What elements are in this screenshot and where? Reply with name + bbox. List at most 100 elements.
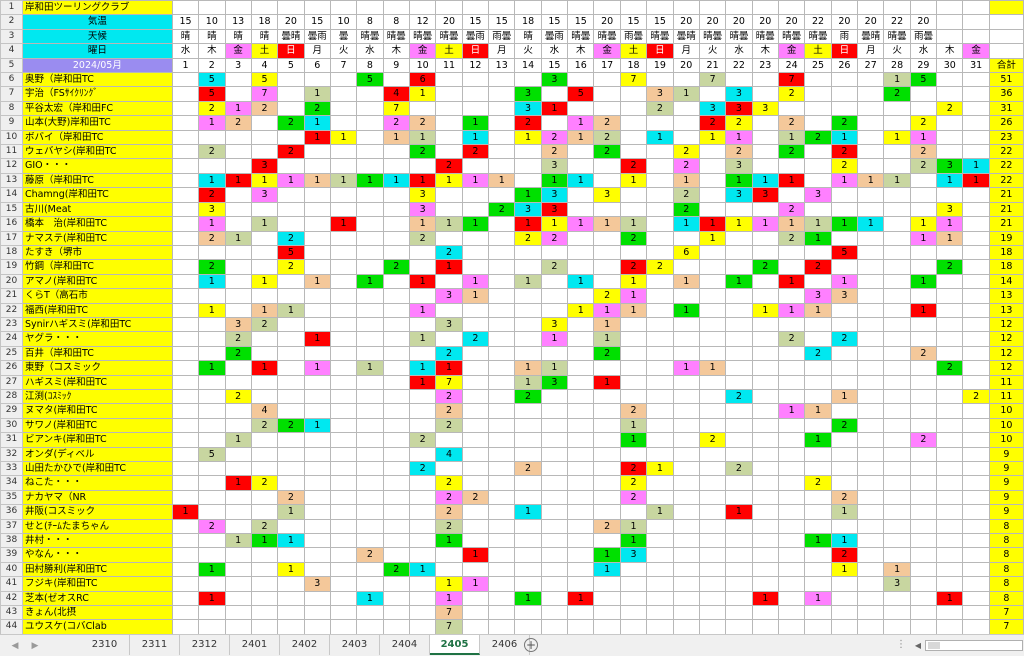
attendance-cell[interactable]: 1 (751, 172, 779, 189)
attendance-cell[interactable]: 2 (725, 115, 753, 131)
attendance-cell[interactable] (488, 446, 516, 463)
attendance-cell[interactable] (804, 100, 832, 117)
attendance-cell[interactable] (830, 230, 859, 246)
attendance-cell[interactable] (277, 288, 305, 304)
attendance-cell[interactable] (356, 374, 384, 390)
attendance-cell[interactable] (567, 244, 595, 261)
attendance-cell[interactable] (540, 475, 569, 491)
member-name[interactable]: GIO・・・ (21, 158, 173, 174)
sheet-row[interactable]: 37 せと(ﾁｰﾑたまちゃん 2 2 2 2 1 8 (0, 518, 1024, 535)
attendance-cell[interactable] (646, 115, 674, 131)
attendance-cell[interactable] (909, 331, 938, 347)
attendance-cell[interactable] (250, 230, 279, 246)
member-name[interactable]: ユウスケ(コバClab (21, 619, 173, 634)
attendance-cell[interactable] (883, 619, 911, 634)
attendance-cell[interactable] (857, 475, 885, 491)
attendance-cell[interactable]: 5 (198, 86, 226, 102)
attendance-cell[interactable] (488, 288, 516, 304)
attendance-cell[interactable] (962, 504, 990, 520)
sheet-row[interactable]: 13 藤原（岸和田TC 1 1 1 1 1 1 1 1 1 1 1 1 1 1 1 1 1 1 1 1 1 1 1 1 22 (0, 172, 1024, 189)
attendance-cell[interactable]: 2 (777, 144, 806, 160)
attendance-cell[interactable]: 1 (435, 259, 463, 275)
attendance-cell[interactable] (382, 316, 410, 333)
temp-cell[interactable]: 10 (329, 14, 358, 30)
attendance-cell[interactable] (672, 446, 700, 463)
sheet-tab-2406[interactable]: 2406 (480, 635, 530, 655)
attendance-cell[interactable] (619, 86, 648, 102)
attendance-cell[interactable]: 1 (540, 360, 569, 376)
attendance-cell[interactable] (514, 533, 542, 549)
attendance-cell[interactable] (777, 561, 806, 578)
attendance-cell[interactable] (857, 115, 885, 131)
attendance-cell[interactable] (593, 244, 621, 261)
temp-cell[interactable]: 22 (883, 14, 911, 30)
temp-cell[interactable]: 12 (408, 14, 437, 30)
attendance-cell[interactable] (936, 244, 964, 261)
cell[interactable] (435, 0, 463, 16)
attendance-cell[interactable] (646, 331, 674, 347)
sheet-row[interactable]: 32 オンダ(ディベル 5 4 9 (0, 446, 1024, 463)
attendance-cell[interactable]: 1 (224, 230, 252, 246)
row-header[interactable]: 6 (0, 72, 23, 88)
attendance-cell[interactable]: 1 (198, 115, 226, 131)
total-header[interactable]: 合計 (988, 57, 1024, 74)
attendance-cell[interactable] (408, 533, 437, 549)
attendance-cell[interactable]: 2 (909, 345, 938, 362)
attendance-cell[interactable] (461, 475, 490, 491)
attendance-cell[interactable]: 3 (514, 100, 542, 117)
attendance-cell[interactable] (303, 244, 331, 261)
attendance-cell[interactable] (751, 129, 779, 146)
attendance-cell[interactable] (567, 158, 595, 174)
attendance-cell[interactable] (672, 489, 700, 506)
attendance-cell[interactable]: 1 (408, 273, 437, 290)
attendance-cell[interactable] (514, 316, 542, 333)
sheet-row[interactable]: 27 ハギスミ(岸和田TC 1 7 1 3 1 11 (0, 374, 1024, 390)
weekday-cell[interactable]: 金 (962, 43, 990, 59)
weather-cell[interactable]: 雨 (830, 28, 859, 45)
member-name[interactable]: ハギスミ(岸和田TC (21, 374, 173, 390)
member-total[interactable]: 10 (988, 432, 1024, 448)
attendance-cell[interactable] (514, 576, 542, 592)
attendance-cell[interactable] (909, 619, 938, 634)
attendance-cell[interactable]: 1 (250, 302, 279, 318)
attendance-cell[interactable] (883, 605, 911, 621)
attendance-cell[interactable] (962, 446, 990, 463)
attendance-cell[interactable]: 5 (567, 86, 595, 102)
attendance-cell[interactable]: 1 (277, 533, 305, 549)
attendance-cell[interactable] (198, 331, 226, 347)
attendance-cell[interactable] (646, 403, 674, 419)
attendance-cell[interactable] (488, 432, 516, 448)
attendance-cell[interactable]: 2 (909, 115, 938, 131)
attendance-cell[interactable] (751, 345, 779, 362)
attendance-cell[interactable]: 3 (250, 158, 279, 174)
attendance-cell[interactable] (382, 446, 410, 463)
attendance-cell[interactable] (751, 388, 779, 405)
day-number-cell[interactable]: 27 (857, 57, 885, 74)
attendance-cell[interactable] (540, 302, 569, 318)
attendance-cell[interactable]: 1 (830, 504, 859, 520)
attendance-cell[interactable] (857, 547, 885, 563)
attendance-cell[interactable] (356, 115, 384, 131)
attendance-cell[interactable]: 2 (461, 489, 490, 506)
member-total[interactable]: 12 (988, 345, 1024, 362)
sheet-row[interactable]: 6 奥野（岸和田TC 5 5 5 6 3 7 7 7 1 5 51 (0, 72, 1024, 88)
row-header[interactable]: 44 (0, 619, 23, 634)
attendance-cell[interactable] (461, 302, 490, 318)
sheet-row[interactable]: 8 平谷太宏（岸和田FC 2 1 2 2 7 3 1 2 3 3 3 2 31 (0, 100, 1024, 117)
attendance-cell[interactable] (356, 403, 384, 419)
attendance-cell[interactable]: 3 (725, 100, 753, 117)
attendance-cell[interactable] (171, 259, 200, 275)
cell[interactable] (672, 0, 700, 16)
attendance-cell[interactable] (751, 374, 779, 390)
attendance-cell[interactable] (857, 230, 885, 246)
cell[interactable] (593, 0, 621, 16)
attendance-cell[interactable] (883, 244, 911, 261)
attendance-cell[interactable] (382, 460, 410, 477)
attendance-cell[interactable] (909, 518, 938, 535)
attendance-cell[interactable] (830, 259, 859, 275)
attendance-cell[interactable] (672, 619, 700, 634)
attendance-cell[interactable] (540, 489, 569, 506)
attendance-cell[interactable] (646, 561, 674, 578)
attendance-cell[interactable] (356, 187, 384, 203)
row-header[interactable]: 32 (0, 446, 23, 463)
